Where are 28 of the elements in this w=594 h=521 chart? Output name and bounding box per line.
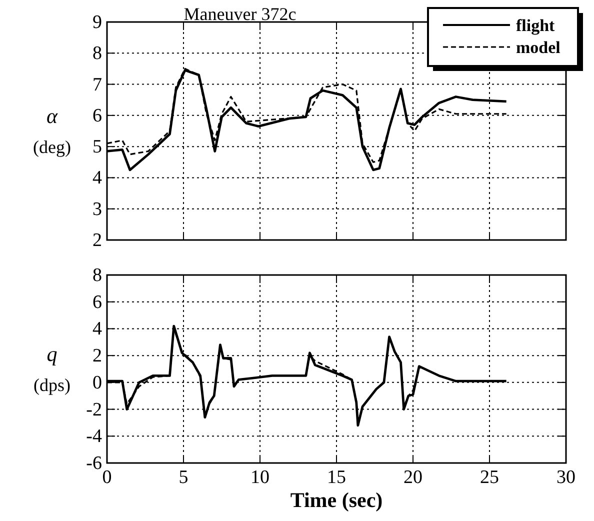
x-axis-title: Time (sec) <box>290 488 383 512</box>
y-tick-label: 4 <box>92 168 102 189</box>
y-tick-label: 5 <box>92 136 102 158</box>
x-tick-label: 10 <box>250 467 270 488</box>
x-tick-label: 20 <box>404 467 422 488</box>
y-tick-label: -4 <box>86 426 102 448</box>
y-axis-title: q (dps) <box>34 342 70 395</box>
y-tick-label: 4 <box>92 318 102 340</box>
legend-label: model <box>516 38 561 57</box>
x-tick-label: 25 <box>480 467 499 488</box>
y-tick-label: 2 <box>92 230 102 251</box>
y-tick-label: -6 <box>86 453 102 474</box>
y-tick-label: 6 <box>92 292 102 313</box>
x-tick-label: 30 <box>556 467 576 488</box>
y-tick-label: 8 <box>92 43 102 64</box>
y-tick-label: 2 <box>92 346 102 367</box>
x-tick-label: 5 <box>178 467 188 488</box>
y-tick-label: 3 <box>92 198 102 220</box>
y-tick-label: 7 <box>92 74 102 96</box>
chart-title: Maneuver 372c <box>184 4 296 24</box>
y-tick-label: 0 <box>92 372 102 394</box>
y-tick-label: 9 <box>92 12 102 33</box>
legend-label: flight <box>516 16 556 35</box>
y-tick-label: -2 <box>86 399 102 420</box>
y-tick-label: 6 <box>92 105 102 126</box>
x-tick-label: 15 <box>327 467 346 488</box>
y-axis-title: α (deg) <box>33 104 71 157</box>
y-tick-label: 8 <box>92 265 102 286</box>
